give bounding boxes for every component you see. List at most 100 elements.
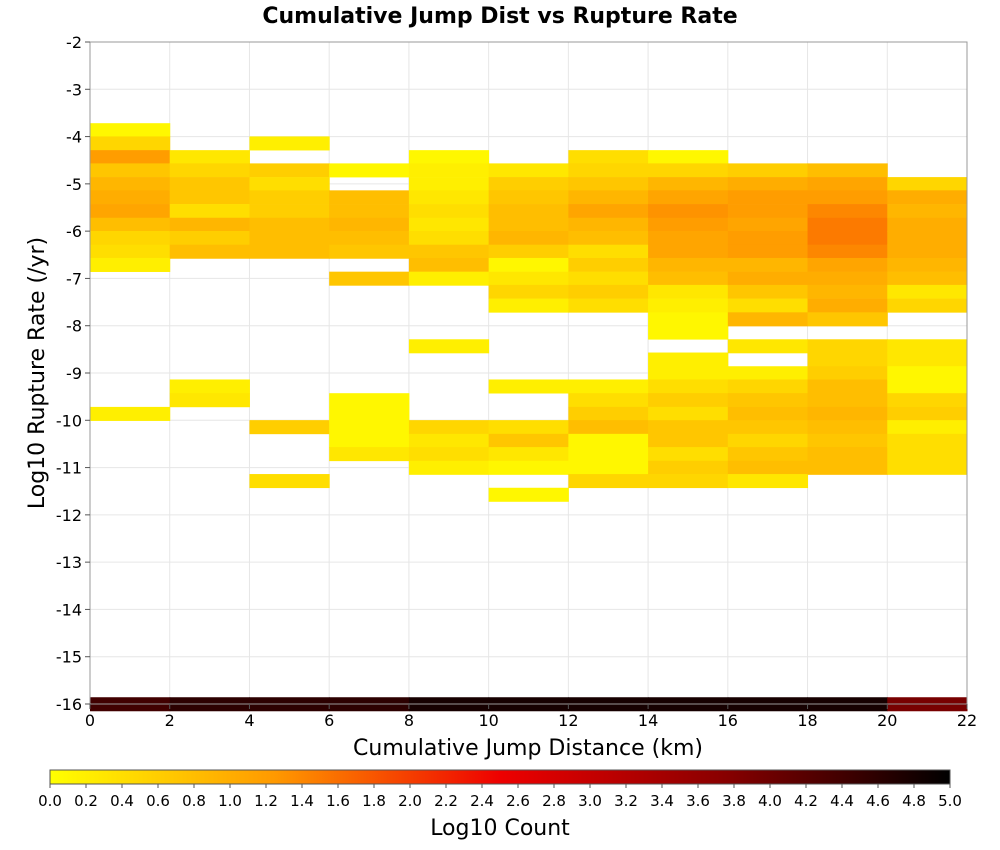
x-tick-label-9: 18 — [797, 711, 817, 730]
heatmap-cell-6-5 — [568, 217, 649, 232]
heatmap-cell-7-22 — [648, 460, 729, 475]
heatmap-cell-2-6 — [249, 231, 330, 246]
heatmap-cell-3-10 — [329, 433, 410, 448]
heatmap-cell-4-11 — [408, 420, 490, 435]
colorbar-tick-label-19: 3.8 — [722, 792, 746, 810]
heatmap-cell-1-7 — [169, 244, 250, 259]
x-tick-label-10: 20 — [877, 711, 897, 730]
x-tick-label-0: 0 — [85, 711, 95, 730]
heatmap-cell-4-3 — [408, 190, 490, 205]
heatmap-cell-0-2 — [90, 150, 171, 165]
colorbar-tick-label-15: 3.0 — [578, 792, 602, 810]
heatmap-cell-6-14 — [568, 406, 649, 421]
heatmap-cell-7-9 — [648, 271, 729, 286]
heatmap-cell-10-7 — [887, 271, 968, 286]
y-axis-label: Log10 Rupture Rate (/yr) — [25, 237, 50, 509]
heatmap-cell-8-15 — [727, 393, 809, 408]
heatmap-cell-8-16 — [727, 406, 809, 421]
heatmap-cell-6-0 — [568, 150, 649, 165]
heatmap-cell-7-21 — [648, 447, 729, 462]
heatmap-cell-2-5 — [249, 217, 330, 232]
heatmap-cell-5-10 — [488, 298, 569, 313]
heatmap-cell-8-0 — [727, 163, 809, 178]
colorbar-tick-label-0: 0.0 — [38, 792, 62, 810]
heatmap-cell-7-18 — [648, 406, 729, 421]
colorbar-tick-label-9: 1.8 — [362, 792, 386, 810]
x-tick-label-5: 10 — [478, 711, 498, 730]
heatmap-cell-7-10 — [648, 284, 729, 299]
heatmap-cell-8-10 — [727, 298, 809, 313]
heatmap-cell-10-3 — [887, 217, 968, 232]
y-tick-label-5: -7 — [66, 269, 82, 288]
heatmap-cell-7-11 — [648, 298, 729, 313]
heatmap-cell-9-4 — [807, 217, 888, 232]
heatmap-cell-8-14 — [727, 379, 809, 394]
heatmap-cell-2-7 — [249, 244, 330, 259]
heatmap-cell-10-4 — [887, 231, 968, 246]
x-tick-label-8: 16 — [718, 711, 738, 730]
heatmap-cell-6-17 — [568, 447, 649, 462]
heatmap-cell-7-19 — [648, 420, 729, 435]
colorbar-tick-label-25: 5.0 — [938, 792, 962, 810]
y-tick-label-8: -10 — [56, 411, 82, 430]
heatmap-cell-2-2 — [249, 177, 330, 192]
heatmap-cell-2-8 — [249, 420, 330, 435]
heatmap-cell-9-19 — [807, 433, 888, 448]
colorbar-tick-label-12: 2.4 — [470, 792, 494, 810]
heatmap-cell-6-15 — [568, 420, 649, 435]
heatmap-cell-7-8 — [648, 257, 729, 272]
heatmap-cell-1-0 — [169, 150, 250, 165]
heatmap-cell-6-6 — [568, 231, 649, 246]
heatmap-cell-3-5 — [329, 244, 410, 259]
heatmap-cell-6-19 — [568, 474, 649, 489]
heatmap-cell-7-7 — [648, 244, 729, 259]
heatmap-cell-5-16 — [488, 487, 569, 502]
x-tick-label-3: 6 — [324, 711, 334, 730]
heatmap-cell-3-2 — [329, 204, 410, 219]
heatmap-cell-3-8 — [329, 406, 410, 421]
heatmap-cell-4-2 — [408, 177, 490, 192]
heatmap-cell-5-2 — [488, 190, 569, 205]
heatmap-cell-0-6 — [90, 204, 171, 219]
x-tick-label-11: 22 — [957, 711, 977, 730]
x-tick-label-6: 12 — [558, 711, 578, 730]
heatmap-cell-4-8 — [408, 257, 490, 272]
colorbar-tick-label-4: 0.8 — [182, 792, 206, 810]
heatmap-cell-2-9 — [249, 474, 330, 489]
y-tick-label-14: -16 — [56, 695, 82, 714]
heatmap-cell-8-20 — [727, 460, 809, 475]
y-tick-label-3: -5 — [66, 175, 82, 194]
colorbar-tick-label-10: 2.0 — [398, 792, 422, 810]
heatmap-cell-9-9 — [807, 284, 888, 299]
y-tick-label-0: -2 — [66, 33, 82, 52]
heatmap-cell-4-6 — [408, 231, 490, 246]
heatmap-cell-1-5 — [169, 217, 250, 232]
colorbar-tick-label-7: 1.4 — [290, 792, 314, 810]
heatmap-cell-10-1 — [887, 190, 968, 205]
heatmap-cell-8-9 — [727, 284, 809, 299]
heatmap-cell-0-10 — [90, 257, 171, 272]
heatmap-cell-4-14 — [408, 460, 490, 475]
chart-title: Cumulative Jump Dist vs Rupture Rate — [262, 4, 737, 29]
x-axis-label: Cumulative Jump Distance (km) — [353, 736, 703, 761]
heatmap-cell-9-2 — [807, 190, 888, 205]
heatmap-cell-4-13 — [408, 447, 490, 462]
y-tick-label-12: -14 — [56, 600, 82, 619]
heatmap-cell-3-11 — [329, 447, 410, 462]
heatmap-cell-1-1 — [169, 163, 250, 178]
heatmap-cell-5-6 — [488, 244, 569, 259]
heatmap-cell-5-4 — [488, 217, 569, 232]
heatmap-cell-4-0 — [408, 150, 490, 165]
heatmap-cell-5-15 — [488, 460, 569, 475]
heatmap-cell-0-9 — [90, 244, 171, 259]
colorbar-tick-label-21: 4.2 — [794, 792, 818, 810]
heatmap-cell-5-8 — [488, 271, 569, 286]
heatmap-cell-10-11 — [887, 352, 968, 367]
colorbar-tick-label-23: 4.6 — [866, 792, 890, 810]
heatmap-cell-9-11 — [807, 312, 888, 327]
heatmap-cell-4-5 — [408, 217, 490, 232]
heatmap-cell-9-1 — [807, 177, 888, 192]
heatmap-cell-2-4 — [249, 204, 330, 219]
heatmap-cell-0-5 — [90, 190, 171, 205]
heatmap-cell-9-16 — [807, 393, 888, 408]
